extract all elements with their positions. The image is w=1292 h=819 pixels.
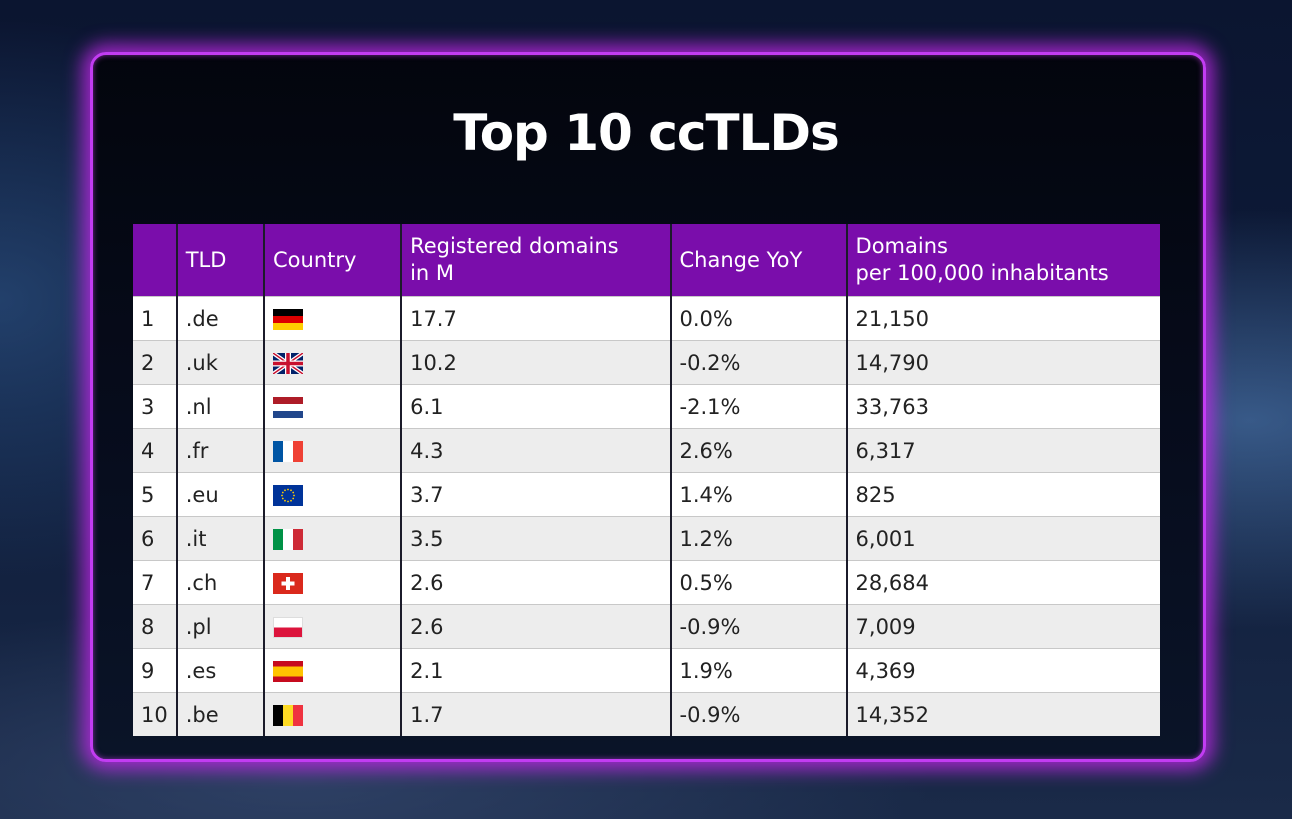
cell-tld: .it (175, 516, 264, 561)
cell-country (262, 692, 402, 736)
eu-flag-icon (273, 485, 303, 506)
column-header-domains-per-100k: Domains per 100,000 inhabitants (845, 224, 1160, 297)
cell-country (262, 472, 402, 517)
cell-domains: 2.6 (400, 604, 671, 649)
cell-country (262, 516, 402, 561)
table-header-row: TLD Country Registered domains in M Change Y… (133, 224, 1160, 297)
column-header-tld: TLD (175, 224, 264, 297)
column-header-registered-domains: Registered domains in M (400, 224, 671, 297)
cell-domains: 17.7 (400, 296, 671, 341)
cell-change: -0.9% (669, 604, 847, 649)
germany-flag-icon (273, 309, 303, 330)
cell-tld: .pl (175, 604, 264, 649)
cell-tld: .de (175, 296, 264, 341)
cell-per100k: 14,352 (845, 692, 1160, 736)
cell-per100k: 33,763 (845, 384, 1160, 429)
cell-rank: 8 (133, 604, 177, 649)
cell-per100k: 4,369 (845, 648, 1160, 693)
cell-per100k: 28,684 (845, 560, 1160, 605)
france-flag-icon (273, 441, 303, 462)
cell-per100k: 825 (845, 472, 1160, 517)
cell-per100k: 7,009 (845, 604, 1160, 649)
spain-flag-icon (273, 661, 303, 682)
table-row: 4 .fr 4.3 2.6% 6,317 (133, 428, 1160, 473)
cell-country (262, 648, 402, 693)
cell-rank: 9 (133, 648, 177, 693)
cell-country (262, 428, 402, 473)
table-row: 8 .pl 2.6 -0.9% 7,009 (133, 604, 1160, 649)
cell-change: 1.2% (669, 516, 847, 561)
table-row: 5 .eu 3.7 1.4% 825 (133, 472, 1160, 517)
cctld-table: TLD Country Registered domains in M Change Y… (133, 224, 1160, 736)
cell-change: -0.2% (669, 340, 847, 385)
cell-tld: .es (175, 648, 264, 693)
cell-domains: 3.7 (400, 472, 671, 517)
cell-domains: 10.2 (400, 340, 671, 385)
cell-rank: 4 (133, 428, 177, 473)
cell-per100k: 14,790 (845, 340, 1160, 385)
cell-per100k: 21,150 (845, 296, 1160, 341)
table-row: 9 .es 2.1 1.9% 4,369 (133, 648, 1160, 693)
table-row: 2 .uk 10.2 -0.2% 14,790 (133, 340, 1160, 385)
cell-per100k: 6,317 (845, 428, 1160, 473)
cell-tld: .eu (175, 472, 264, 517)
column-header-change-yoy: Change YoY (669, 224, 847, 297)
cell-rank: 2 (133, 340, 177, 385)
cell-country (262, 340, 402, 385)
cell-country (262, 384, 402, 429)
poland-flag-icon (273, 617, 303, 638)
cell-change: 1.4% (669, 472, 847, 517)
cell-country (262, 296, 402, 341)
cell-rank: 7 (133, 560, 177, 605)
cell-tld: .fr (175, 428, 264, 473)
cell-change: 1.9% (669, 648, 847, 693)
cell-domains: 2.6 (400, 560, 671, 605)
page-title: Top 10 ccTLDs (453, 104, 840, 162)
cell-change: 0.5% (669, 560, 847, 605)
cell-rank: 3 (133, 384, 177, 429)
cell-domains: 4.3 (400, 428, 671, 473)
italy-flag-icon (273, 529, 303, 550)
cell-tld: .be (175, 692, 264, 736)
uk-flag-icon (273, 353, 303, 374)
table-row: 1 .de 17.7 0.0% 21,150 (133, 296, 1160, 341)
cell-country (262, 604, 402, 649)
cell-rank: 1 (133, 296, 177, 341)
cell-change: -2.1% (669, 384, 847, 429)
table-row: 6 .it 3.5 1.2% 6,001 (133, 516, 1160, 561)
cell-rank: 6 (133, 516, 177, 561)
cell-change: 2.6% (669, 428, 847, 473)
cell-per100k: 6,001 (845, 516, 1160, 561)
cell-change: 0.0% (669, 296, 847, 341)
belgium-flag-icon (273, 705, 303, 726)
cell-domains: 3.5 (400, 516, 671, 561)
netherlands-flag-icon (273, 397, 303, 418)
table-row: 7 .ch 2.6 0.5% 28,684 (133, 560, 1160, 605)
column-header-rank (133, 224, 177, 297)
table-row: 3 .nl 6.1 -2.1% 33,763 (133, 384, 1160, 429)
cell-tld: .uk (175, 340, 264, 385)
cell-tld: .nl (175, 384, 264, 429)
cell-domains: 1.7 (400, 692, 671, 736)
cell-domains: 2.1 (400, 648, 671, 693)
cell-tld: .ch (175, 560, 264, 605)
cell-country (262, 560, 402, 605)
column-header-country: Country (262, 224, 402, 297)
table-row: 10 .be 1.7 -0.9% 14,352 (133, 692, 1160, 736)
switzerland-flag-icon (273, 573, 303, 594)
cell-rank: 5 (133, 472, 177, 517)
cell-rank: 10 (133, 692, 177, 736)
cell-domains: 6.1 (400, 384, 671, 429)
cell-change: -0.9% (669, 692, 847, 736)
